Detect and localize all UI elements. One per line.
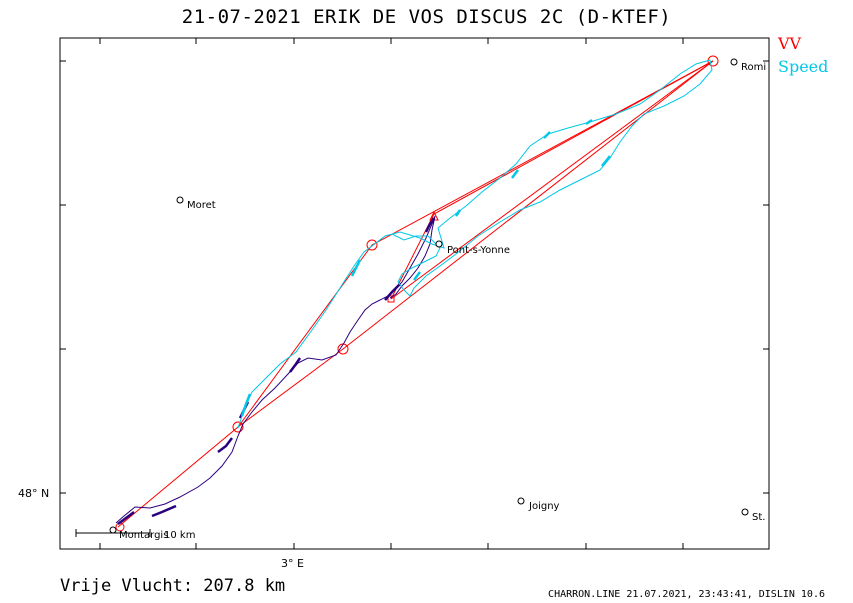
lon-label: 3° E [281,557,304,570]
flight-distance: Vrije Vlucht: 207.8 km [60,576,286,596]
place-marker-joigny [517,497,525,505]
place-label-romi: Romi [741,62,766,73]
map-title: 21-07-2021 ERIK DE VOS DISCUS 2C (D-KTEF… [181,6,672,28]
scale-bar [75,529,151,537]
place-marker-romi [730,58,738,66]
place-markers [109,58,749,534]
map-frame [59,37,770,550]
place-marker-moret [176,196,184,204]
place-marker-st [741,508,749,516]
place-label-joigny: Joigny [528,501,560,512]
place-marker-montargis [109,526,117,534]
scale-bar-label: 10 km [164,530,195,541]
speed-segments [240,118,611,417]
lat-label: 48° N [18,487,49,500]
task-lines [117,60,714,528]
legend-speed: Speed [778,57,829,76]
flight-track [115,215,436,524]
place-label-montargis: Montargis [119,530,168,541]
footer-info: CHARRON.LINE 21.07.2021, 23:43:41, DISLI… [548,589,825,600]
place-marker-pont-s-yonne [435,240,443,248]
climb-segments [117,217,436,525]
place-label-moret: Moret [187,200,216,211]
tick-marks [60,38,769,549]
speed-track [237,59,713,429]
place-label-pont-s-yonne: Pont-s-Yonne [447,245,510,256]
turnpoints [115,55,719,532]
legend-vv: VV [778,34,802,53]
place-label-st: St. [752,512,765,523]
